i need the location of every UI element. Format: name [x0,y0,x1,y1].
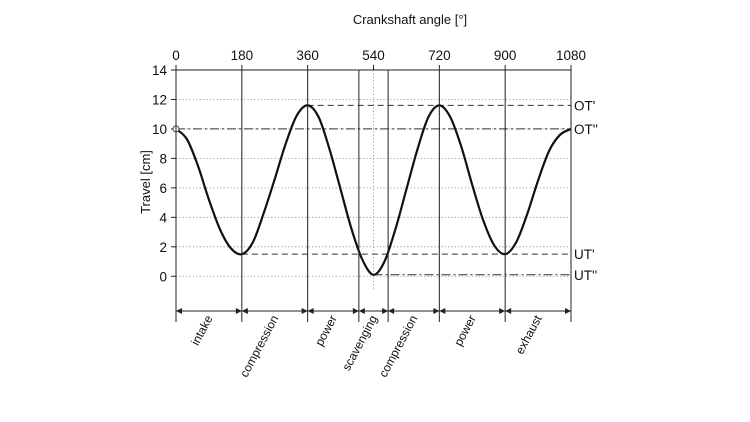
phase-label: power [451,313,479,348]
x-ticks: 0 180 360 540 720 900 1080 [172,48,586,70]
y-tick-label: 8 [159,151,167,166]
reference-label: OT' [574,98,595,113]
reference-label: UT' [574,247,595,262]
series [172,104,572,276]
reference-label: UT'' [574,268,597,283]
phase-label: intake [188,313,216,348]
x-tick-label: 360 [296,48,319,63]
y-tick-label: 2 [159,240,167,255]
phase-arrowhead [499,308,506,314]
phase-arrowhead [505,308,512,314]
y-axis-title: Travel [cm] [138,150,153,214]
phase-arrowhead [388,308,395,314]
phase-arrowhead [358,308,365,314]
phase-label: power [312,313,340,348]
grid [176,69,571,291]
phase-label: compression [376,313,420,380]
y-tick-label: 10 [152,122,167,137]
x-axis-title: Crankshaft angle [°] [353,12,467,27]
phase-arrowhead [176,308,182,314]
phase-arrowhead [301,308,308,314]
reference-label: OT'' [574,122,598,137]
y-tick-label: 6 [159,181,167,196]
y-tick-label: 12 [152,92,167,107]
y-tick-label: 0 [159,269,167,284]
phase-arrowhead [382,308,389,314]
phase-arrowhead [433,308,440,314]
x-tick-label: 900 [494,48,517,63]
phase-arrowhead [241,308,248,314]
phase-arrowhead [235,308,242,314]
x-tick-label: 1080 [556,48,586,63]
x-tick-label: 180 [231,48,254,63]
phase-arrowhead [352,308,359,314]
phase-diagram: intake compression power scavengingcompress… [175,70,572,380]
x-tick-label: 720 [428,48,451,63]
y-ticks: 0 2 4 6 8 10 12 14 [152,63,176,284]
x-tick-label: 0 [172,48,180,63]
x-tick-label: 540 [362,48,385,63]
phase-arrowhead [439,308,446,314]
phase-arrowhead [565,308,571,314]
phase-label: scavenging [339,313,380,373]
phase-label: compression [237,313,281,380]
y-tick-label: 4 [159,210,167,225]
phase-label: exhaust [513,312,545,356]
phase-arrowhead [307,308,314,314]
y-tick-label: 14 [152,63,168,78]
